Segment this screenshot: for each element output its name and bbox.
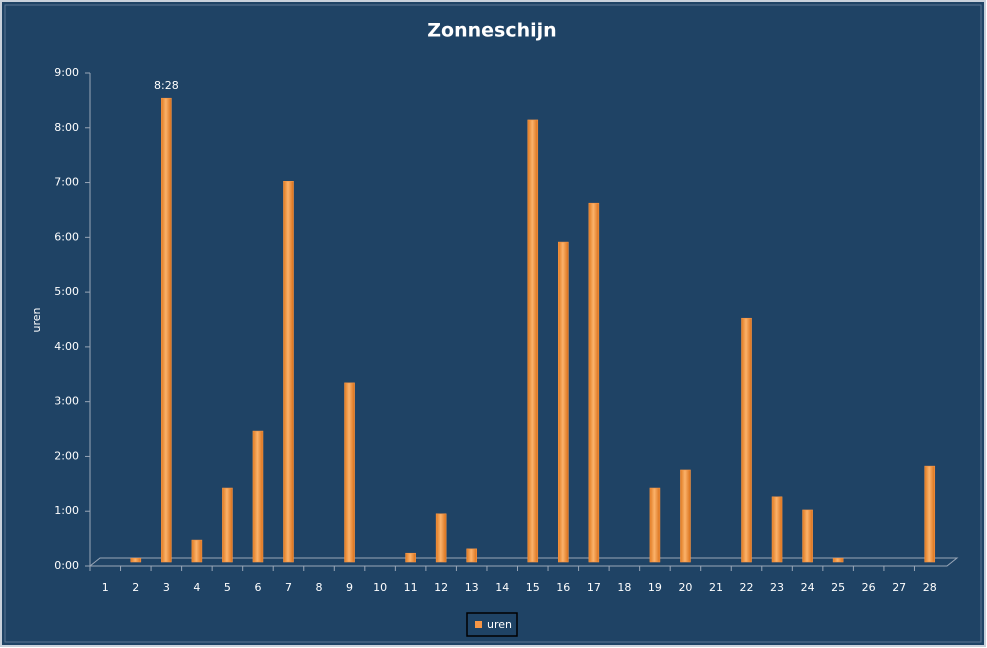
x-tick-label: 17 xyxy=(587,581,601,594)
x-tick-label: 21 xyxy=(709,581,723,594)
x-tick-label: 7 xyxy=(285,581,292,594)
x-tick-label: 8 xyxy=(316,581,323,594)
x-tick-label: 14 xyxy=(495,581,509,594)
x-tick-label: 9 xyxy=(346,581,353,594)
bar xyxy=(161,97,172,563)
y-tick-label: 9:00 xyxy=(54,66,79,79)
y-tick-label: 6:00 xyxy=(54,230,79,243)
x-tick-label: 19 xyxy=(648,581,662,594)
x-tick-label: 10 xyxy=(373,581,387,594)
x-tick-label: 12 xyxy=(434,581,448,594)
x-tick-label: 2 xyxy=(132,581,139,594)
x-tick-label: 18 xyxy=(617,581,631,594)
bar xyxy=(741,317,752,563)
y-tick-label: 0:00 xyxy=(54,559,79,572)
bar xyxy=(222,487,233,563)
bar xyxy=(832,557,844,563)
y-tick-label: 5:00 xyxy=(54,285,79,298)
legend-swatch xyxy=(475,621,482,628)
x-tick-label: 11 xyxy=(404,581,418,594)
bar xyxy=(283,180,294,563)
x-tick-label: 4 xyxy=(193,581,200,594)
y-tick-label: 3:00 xyxy=(54,395,79,408)
x-tick-label: 25 xyxy=(831,581,845,594)
bar xyxy=(558,241,569,563)
bar xyxy=(527,119,539,563)
bar xyxy=(649,487,661,563)
bar xyxy=(191,539,203,563)
x-tick-label: 22 xyxy=(740,581,754,594)
x-tick-label: 1 xyxy=(102,581,109,594)
x-tick-label: 24 xyxy=(801,581,815,594)
bar xyxy=(130,557,142,563)
x-tick-label: 26 xyxy=(862,581,876,594)
bar xyxy=(588,202,600,563)
bar xyxy=(344,382,355,563)
bar xyxy=(771,496,783,563)
bar xyxy=(252,430,264,563)
x-tick-label: 23 xyxy=(770,581,784,594)
bar xyxy=(466,548,477,563)
y-tick-label: 4:00 xyxy=(54,340,79,353)
y-tick-label: 7:00 xyxy=(54,176,79,189)
bar xyxy=(435,513,447,563)
x-tick-label: 13 xyxy=(465,581,479,594)
x-tick-label: 6 xyxy=(254,581,261,594)
chart-title: Zonneschijn xyxy=(427,20,556,42)
bar xyxy=(924,465,936,563)
data-label: 8:28 xyxy=(154,79,179,92)
x-tick-label: 15 xyxy=(526,581,540,594)
y-tick-label: 1:00 xyxy=(54,504,79,517)
y-axis-label: uren xyxy=(30,307,43,332)
y-tick-label: 2:00 xyxy=(54,449,79,462)
bar xyxy=(802,509,813,563)
x-tick-label: 3 xyxy=(163,581,170,594)
y-tick-label: 8:00 xyxy=(54,121,79,134)
legend: uren xyxy=(466,612,518,637)
x-tick-label: 5 xyxy=(224,581,231,594)
x-tick-label: 27 xyxy=(892,581,906,594)
chart-frame xyxy=(4,4,982,643)
bar xyxy=(405,552,416,563)
legend-label: uren xyxy=(487,618,512,631)
legend-box xyxy=(466,612,518,637)
x-tick-label: 20 xyxy=(678,581,692,594)
bar xyxy=(680,469,691,563)
x-tick-label: 16 xyxy=(556,581,570,594)
x-tick-label: 28 xyxy=(923,581,937,594)
